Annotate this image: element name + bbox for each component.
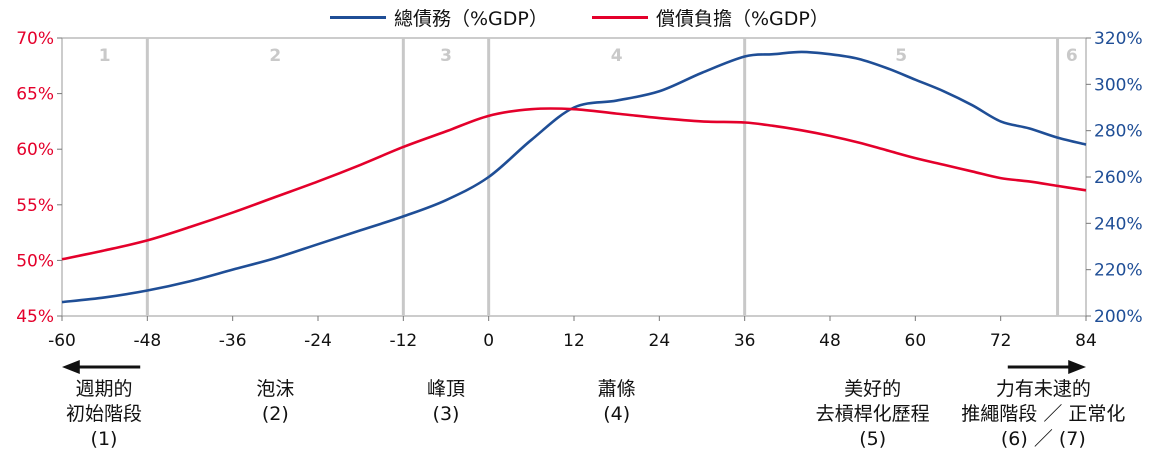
x-axis-tick-label: 72 [990, 331, 1012, 351]
legend-item-total-debt: 總債務（%GDP） [330, 4, 548, 31]
x-axis-tick-label: -24 [304, 331, 332, 351]
phase-label: 力有未逮的 推繩階段 ／ 正常化 (6) ／ (7) [961, 378, 1126, 450]
phase-number: 5 [895, 46, 907, 66]
x-axis-tick-label: 36 [734, 331, 756, 351]
phase-label: 泡沫 (2) [256, 378, 295, 425]
x-axis-tick-label: -12 [389, 331, 417, 351]
right-axis-tick-label: 220% [1094, 261, 1143, 281]
legend-swatch-total-debt [330, 16, 386, 19]
legend-item-debt-service: 償債負擔（%GDP） [592, 4, 829, 31]
legend-label-total-debt: 總債務（%GDP） [394, 8, 548, 30]
left-axis-tick-label: 50% [16, 251, 54, 271]
x-axis-tick-label: -60 [48, 331, 76, 351]
legend-label-debt-service: 償債負擔（%GDP） [656, 8, 829, 30]
phase-label: 峰頂 (3) [426, 378, 465, 425]
x-axis-tick-label: 0 [483, 331, 494, 351]
x-axis-tick-label: -36 [219, 331, 247, 351]
legend: 總債務（%GDP） 償債負擔（%GDP） [0, 0, 1158, 34]
right-axis-tick-label: 280% [1094, 122, 1143, 142]
left-axis-tick-label: 55% [16, 196, 54, 216]
right-axis-tick-label: 320% [1094, 29, 1143, 49]
left-axis-tick-label: 45% [16, 307, 54, 327]
phase-number: 2 [269, 46, 281, 66]
series-line-total-debt [61, 50, 1087, 304]
phase-label: 蕭條 (4) [597, 378, 636, 425]
x-axis-tick-label: 48 [819, 331, 841, 351]
phase-label: 美好的 去槓桿化歷程 (5) [815, 378, 930, 450]
right-axis-tick-label: 240% [1094, 214, 1143, 234]
right-axis-tick-label: 300% [1094, 75, 1143, 95]
right-axis-tick-label: 200% [1094, 307, 1143, 327]
x-axis-tick-label: 12 [563, 331, 585, 351]
x-axis-tick-label: 84 [1075, 331, 1097, 351]
series-line-debt-service [61, 107, 1087, 261]
phase-number: 3 [440, 46, 452, 66]
right-arrow-head [1068, 360, 1086, 374]
phase-number: 1 [99, 46, 111, 66]
phase-number: 4 [611, 46, 623, 66]
phase-number: 6 [1066, 46, 1078, 66]
phase-label: 週期的 初始階段 (1) [65, 378, 142, 450]
x-axis-tick-label: -48 [133, 331, 161, 351]
left-axis-tick-label: 65% [16, 85, 54, 105]
left-axis-tick-label: 70% [16, 29, 54, 49]
left-axis-tick-label: 60% [16, 140, 54, 160]
right-axis-tick-label: 260% [1094, 168, 1143, 188]
x-axis-tick-label: 24 [649, 331, 671, 351]
legend-swatch-debt-service [592, 16, 648, 19]
x-axis-tick-label: 60 [905, 331, 927, 351]
left-arrow-head [62, 360, 80, 374]
